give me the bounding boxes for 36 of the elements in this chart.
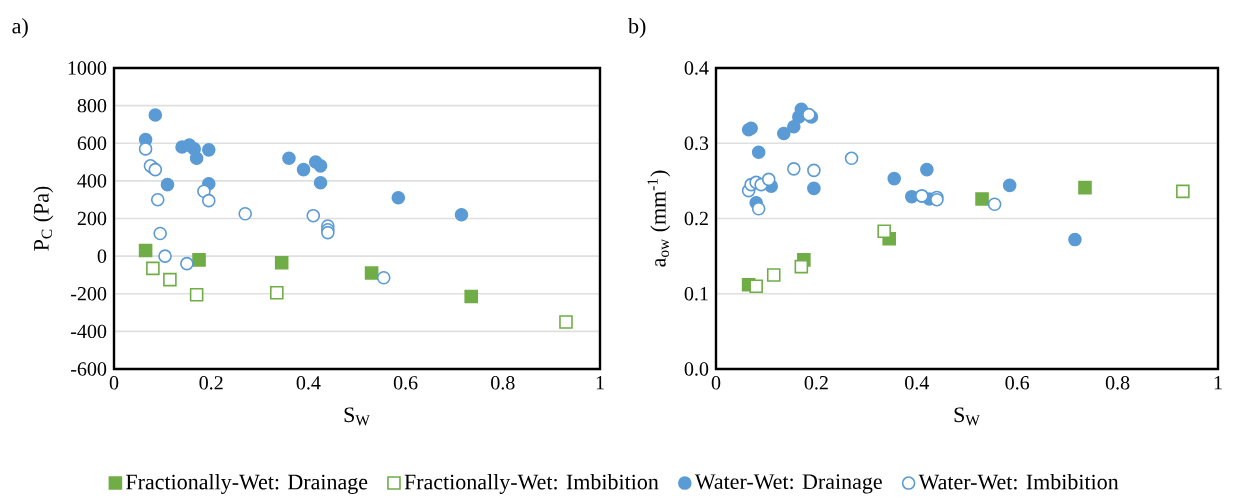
y-tick-label: 0.2 bbox=[684, 211, 708, 226]
x-tick-label: 0.8 bbox=[491, 375, 515, 390]
y-tick-label: 0 bbox=[97, 249, 107, 263]
x-tick-label: 0.2 bbox=[804, 375, 828, 390]
y-tick-label: 400 bbox=[77, 174, 107, 188]
y-tick-label: -600 bbox=[71, 362, 107, 376]
x-tick-label: 0 bbox=[109, 375, 119, 390]
legend-label: Water-Wet: Drainage bbox=[694, 474, 882, 494]
x-tick-label: 0.4 bbox=[296, 375, 321, 390]
y-tick-label: 0.4 bbox=[684, 61, 709, 75]
x-tick-label: 0.8 bbox=[1105, 375, 1130, 390]
x-tick-label: 0 bbox=[711, 375, 721, 390]
legend-label: Fractionally-Wet: Drainage bbox=[126, 473, 368, 494]
x-tick-label: 1 bbox=[596, 375, 604, 390]
y-axis-title: P$_{C}$ (Pa) bbox=[33, 186, 54, 251]
y-tick-label: 800 bbox=[77, 98, 107, 113]
x-tick-label: 0.6 bbox=[1005, 375, 1030, 390]
y-tick-label: 0.1 bbox=[684, 286, 708, 301]
x-tick-label: 1 bbox=[1214, 375, 1222, 390]
y-axis-title: a$_{ow}$ (mm$^{-1}$) bbox=[647, 170, 671, 267]
text: a) bbox=[12, 17, 28, 38]
y-tick-label: -200 bbox=[71, 286, 107, 301]
x-axis-title: S$_{W}$ bbox=[954, 407, 980, 426]
x-axis-title: S$_{W}$ bbox=[344, 407, 370, 426]
y-tick-label: 200 bbox=[77, 211, 107, 226]
legend-label: Fractionally-Wet: Imbibition bbox=[404, 473, 659, 494]
y-tick-label: 0.3 bbox=[684, 136, 709, 150]
text: b) bbox=[628, 17, 646, 38]
y-tick-label: -400 bbox=[71, 324, 107, 339]
x-tick-label: 0.2 bbox=[199, 375, 223, 390]
x-tick-label: 0.6 bbox=[393, 375, 418, 390]
x-tick-label: 0.4 bbox=[905, 375, 929, 390]
y-tick-label: 0.0 bbox=[684, 362, 709, 376]
legend-label: Water-Wet: Imbibition bbox=[918, 473, 1119, 490]
y-tick-label: 1000 bbox=[68, 61, 107, 75]
y-tick-label: 600 bbox=[77, 136, 107, 150]
